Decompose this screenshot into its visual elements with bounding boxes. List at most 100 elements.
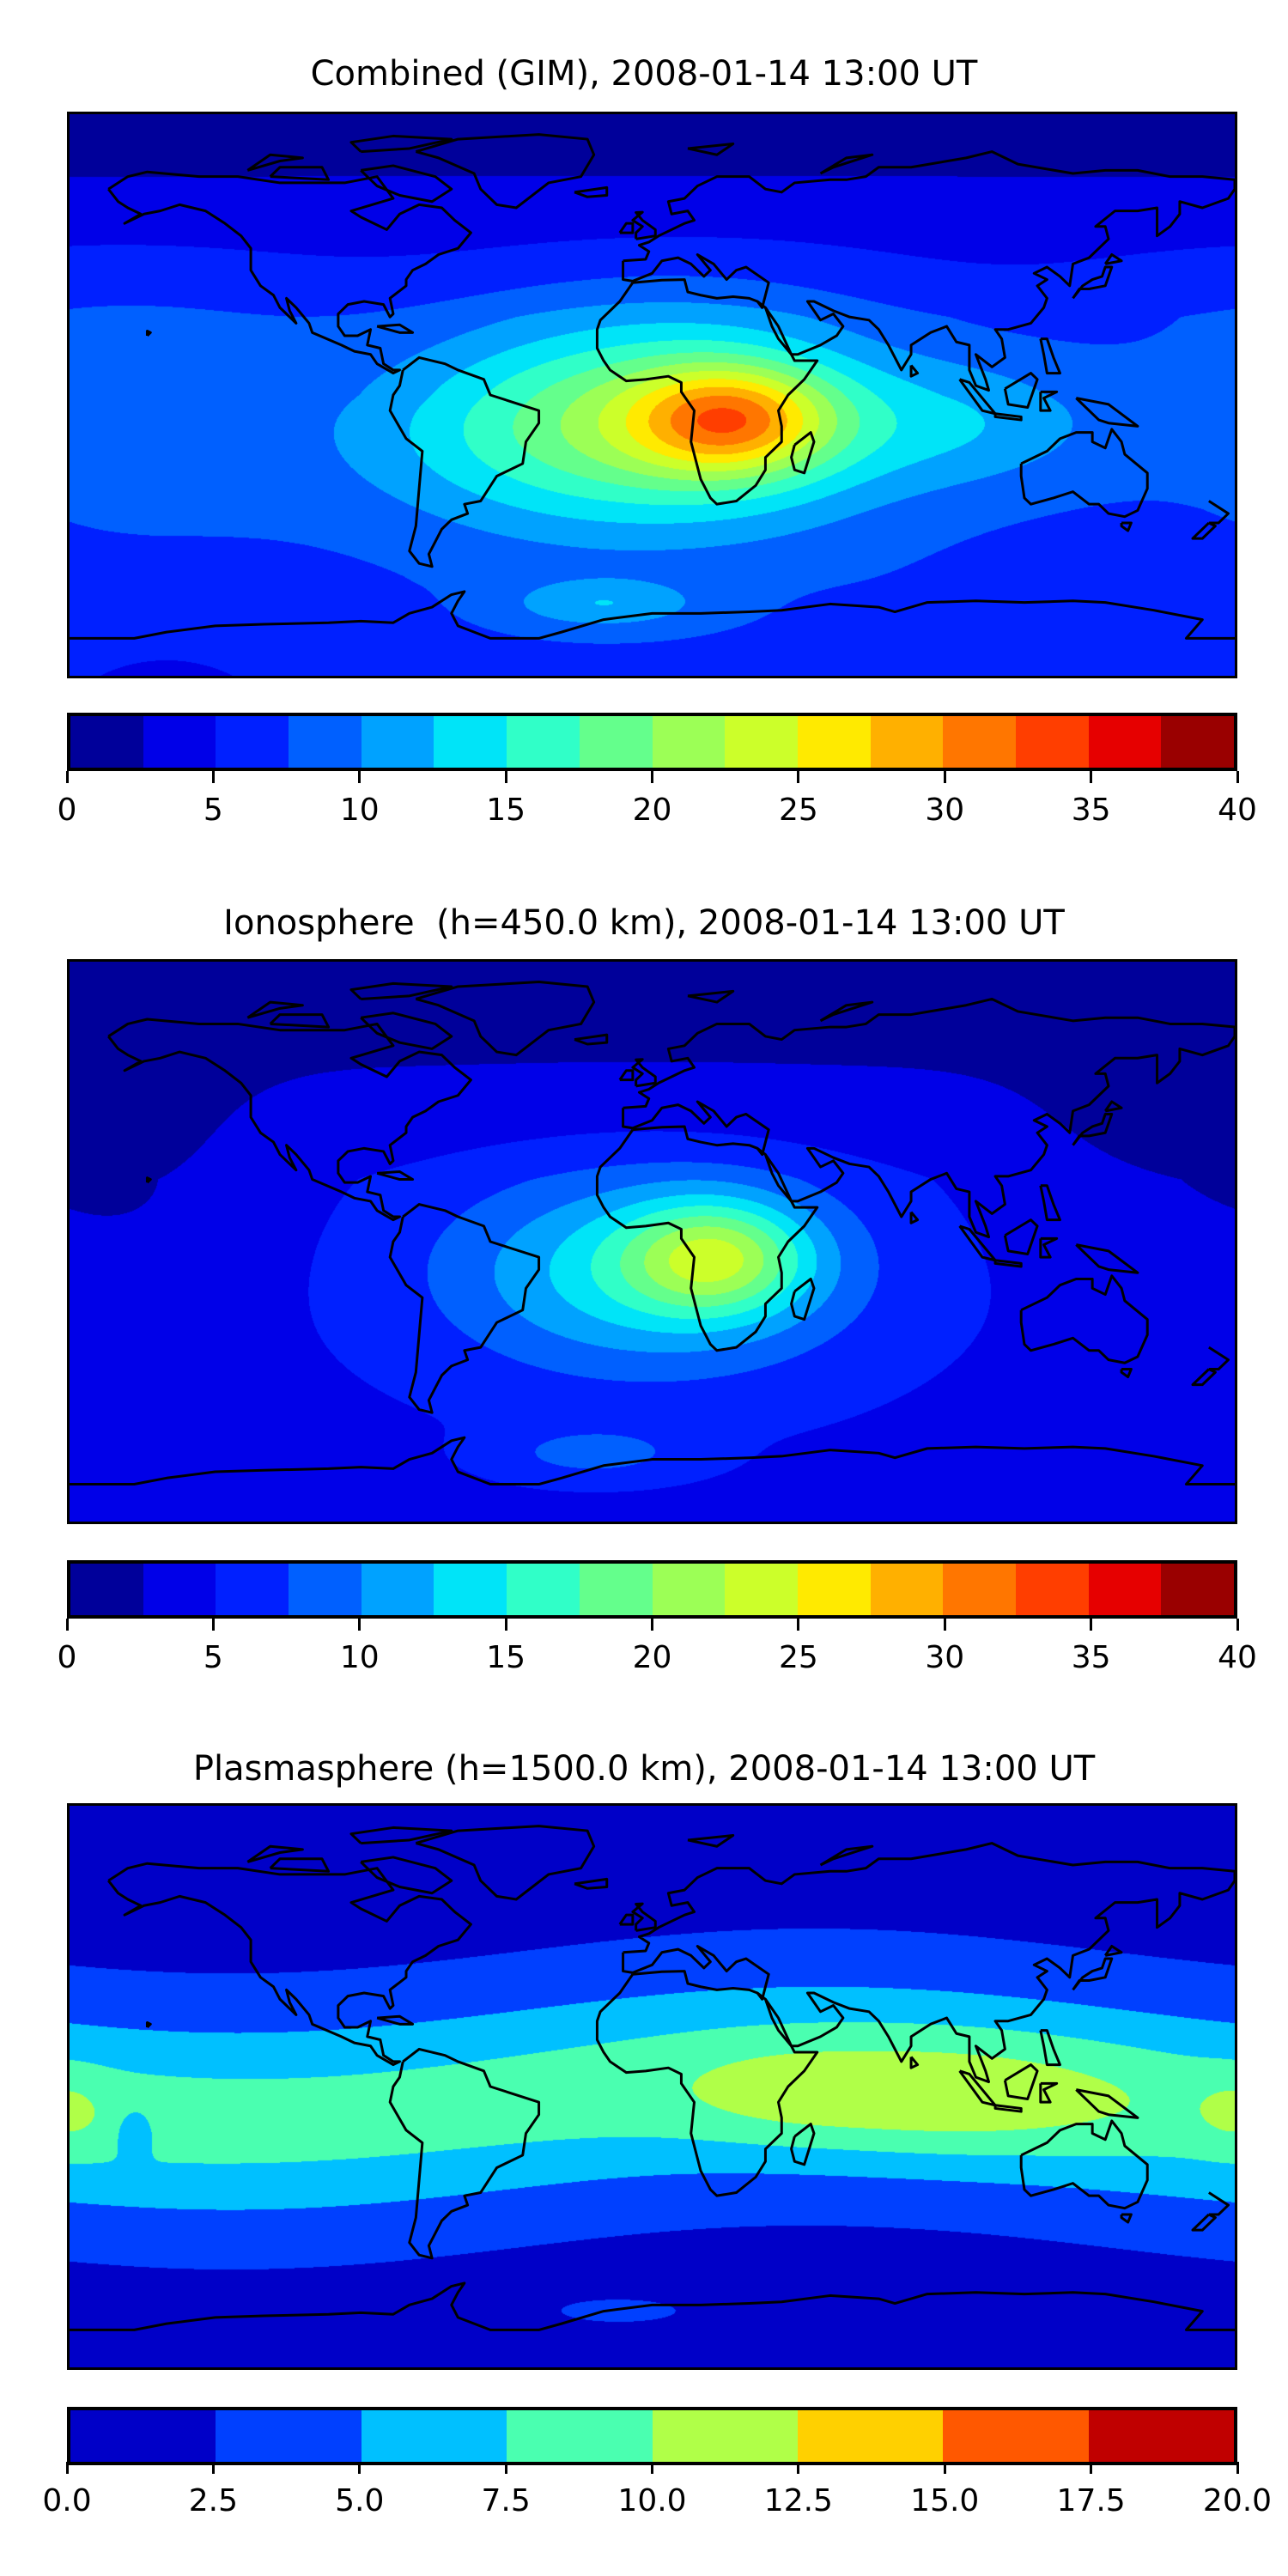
coastlines	[70, 1806, 1235, 2367]
coastline	[351, 1827, 452, 1843]
colorbar-tick-mark	[1090, 2462, 1093, 2474]
colorbar-segment	[216, 1564, 289, 1615]
colorbar-tick-label: 15.0	[910, 2483, 980, 2518]
coastline	[377, 1172, 412, 1180]
coastline	[377, 2016, 412, 2024]
plasmasphere-colorbar-ticks: 0.0 2.5 5.0 7.5 10.0 12.5 15.0 17.5 20.0	[42, 2462, 1272, 2522]
coastline	[1105, 1102, 1121, 1111]
coastline	[1105, 255, 1121, 264]
coastline	[1021, 429, 1147, 517]
colorbar-tick-mark	[211, 1619, 215, 1631]
colorbar-tick-mark	[1236, 1619, 1239, 1631]
coastline	[390, 1205, 538, 1413]
colorbar-tick-mark	[943, 1619, 946, 1631]
coastline	[1041, 392, 1057, 410]
colorbar-tick-label: 5	[203, 1640, 223, 1675]
coastline	[623, 152, 1235, 391]
coastline	[633, 212, 655, 239]
coastline	[270, 167, 329, 180]
coastline	[960, 380, 995, 414]
colorbar-tick-label: 7.5	[481, 2483, 531, 2518]
coastline	[633, 1904, 655, 1930]
coastline	[995, 2105, 1021, 2111]
colorbar-tick-mark	[797, 771, 800, 783]
colorbar-tick-mark	[651, 2462, 653, 2474]
colorbar-tick-mark	[797, 2462, 800, 2474]
colorbar-tick-label: 20.0	[1202, 2483, 1273, 2518]
colorbar-segment	[1161, 1564, 1234, 1615]
coastline	[792, 1279, 814, 1319]
colorbar-tick-label: 40	[1218, 793, 1257, 828]
coastline	[821, 155, 872, 173]
coastline	[247, 1846, 302, 1862]
coastline	[1193, 523, 1215, 538]
colorbar-tick-label: 25	[778, 1640, 818, 1675]
coastline	[416, 982, 593, 1055]
coastline	[792, 2124, 814, 2165]
coastline	[597, 1971, 817, 2196]
coastline	[147, 2023, 150, 2027]
coastline	[390, 357, 538, 566]
coastline	[108, 1019, 471, 1220]
coastline	[1073, 1959, 1112, 1990]
colorbar-tick-label: 10	[339, 1640, 380, 1675]
coastline	[821, 1846, 872, 1865]
coastlines	[70, 114, 1235, 676]
coastline	[1209, 1347, 1229, 1369]
colorbar-tick-label: 12.5	[763, 2483, 833, 2518]
coastline	[620, 1915, 633, 1924]
coastline	[1041, 1238, 1057, 1257]
ionosphere-colorbar-ticks: 0 5 10 15 20 25 30 35 40	[58, 1619, 1257, 1679]
coastline	[416, 135, 593, 208]
combined-gim-map	[67, 112, 1237, 678]
colorbar-segment	[216, 2410, 361, 2462]
coastline	[270, 1015, 329, 1027]
colorbar-tick-mark	[943, 771, 946, 783]
coastline	[1105, 1947, 1121, 1956]
colorbar-segment	[943, 716, 1016, 768]
colorbar-tick-mark	[65, 2462, 69, 2474]
colorbar-tick-label: 10.0	[617, 2483, 687, 2518]
plasmasphere-map	[67, 1803, 1237, 2370]
colorbar-segment	[870, 1564, 944, 1615]
coastline	[1021, 1276, 1147, 1363]
colorbar-tick-mark	[65, 1619, 69, 1631]
coastline	[70, 2283, 1235, 2330]
colorbar-segment	[434, 1564, 507, 1615]
colorbar-tick-label: 35	[1071, 1640, 1111, 1675]
panel-1-title: Combined (GIM), 2008-01-14 13:00 UT	[310, 54, 978, 94]
colorbar-segment	[652, 2410, 798, 2462]
coastline	[1076, 1245, 1138, 1273]
coastline	[1041, 2031, 1060, 2065]
colorbar-tick-mark	[1090, 1619, 1093, 1631]
coastline	[270, 1859, 329, 1872]
colorbar-segment	[70, 716, 143, 768]
colorbar-segment	[143, 1564, 216, 1615]
colorbar-segment	[434, 716, 507, 768]
colorbar-tick-mark	[211, 2462, 215, 2474]
colorbar-segment	[507, 2410, 653, 2462]
coastline	[1073, 267, 1112, 298]
coastline	[623, 255, 769, 308]
combined-colorbar-ticks: 0 5 10 15 20 25 30 35 40	[58, 771, 1257, 831]
colorbar-tick-mark	[651, 771, 653, 783]
colorbar-segment	[579, 1564, 653, 1615]
colorbar-tick-mark	[358, 2462, 361, 2474]
colorbar-tick-label: 5	[203, 793, 223, 828]
coastline	[821, 1002, 872, 1021]
coastline	[361, 166, 452, 202]
colorbar-tick-label: 30	[925, 793, 965, 828]
coastline	[574, 1879, 607, 1888]
panel-2-title: Ionosphere (h=450.0 km), 2008-01-14 13:0…	[223, 903, 1065, 943]
colorbar-segment	[797, 2410, 944, 2462]
colorbar-segment	[943, 1564, 1016, 1615]
coastline	[108, 172, 471, 373]
colorbar-tick-mark	[797, 1619, 800, 1631]
coastlines	[70, 962, 1235, 1522]
colorbar-segment	[1015, 1564, 1089, 1615]
colorbar-segment	[1088, 716, 1162, 768]
colorbar-tick-label: 10	[339, 793, 380, 828]
colorbar-segment	[70, 1564, 143, 1615]
coastline	[1005, 374, 1037, 408]
coastline	[574, 187, 607, 197]
